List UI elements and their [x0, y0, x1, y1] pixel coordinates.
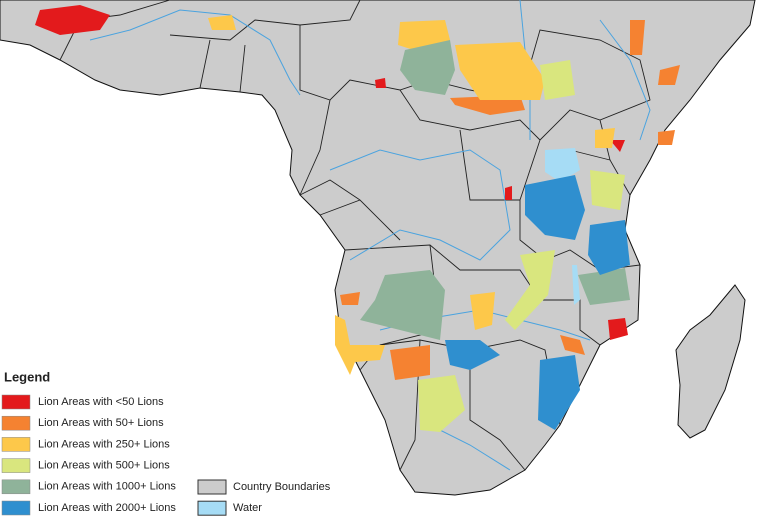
legend-swatch — [1, 415, 31, 431]
legend-label: Lion Areas with 250+ Lions — [38, 438, 170, 450]
legend-swatch — [1, 437, 31, 452]
legend-swatch — [1, 458, 31, 473]
madagascar — [675, 284, 746, 439]
lion-area — [588, 220, 630, 275]
lion-area — [418, 375, 465, 432]
legend-swatch — [1, 394, 31, 410]
lake-victoria — [545, 148, 580, 182]
lion-area — [360, 270, 445, 340]
lion-area — [538, 355, 580, 430]
lion-area — [578, 268, 630, 305]
lion-area — [595, 128, 615, 148]
lion-area — [505, 250, 555, 330]
lion-area — [658, 130, 675, 145]
legend-swatch — [197, 500, 227, 516]
lion-area — [608, 318, 628, 340]
legend-label: Lion Areas with <50 Lions — [38, 396, 164, 408]
lion-area — [455, 42, 545, 100]
legend: Legend Lion Areas with <50 Lions Lion Are… — [1, 369, 331, 516]
lake — [572, 265, 580, 305]
legend-label: Lion Areas with 500+ Lions — [38, 460, 170, 472]
lion-area — [590, 170, 625, 210]
lion-area — [525, 175, 585, 240]
lion-area — [335, 315, 385, 375]
lion-area — [470, 292, 495, 330]
legend-swatch — [197, 479, 227, 495]
lion-area — [35, 5, 110, 35]
legend-label: Country Boundaries — [233, 481, 331, 493]
lion-area — [340, 292, 360, 305]
lion-area — [445, 340, 500, 370]
legend-label: Lion Areas with 50+ Lions — [38, 417, 164, 429]
lion-area — [208, 15, 236, 30]
legend-swatch — [1, 500, 31, 516]
lion-area — [658, 65, 680, 85]
legend-title: Legend — [4, 369, 50, 384]
lion-area — [390, 345, 430, 380]
lion-area — [375, 78, 386, 88]
legend-label: Lion Areas with 1000+ Lions — [38, 481, 176, 493]
lion-area — [560, 335, 585, 355]
legend-label: Lion Areas with 2000+ Lions — [38, 502, 176, 514]
lion-area — [505, 186, 512, 200]
country-borders — [59, 0, 651, 471]
legend-label: Water — [233, 502, 262, 514]
lion-areas — [35, 5, 680, 432]
lion-area — [400, 40, 455, 95]
lion-area — [610, 140, 625, 152]
legend-swatch — [1, 479, 31, 495]
lion-area — [630, 20, 645, 55]
lion-area — [540, 60, 575, 100]
